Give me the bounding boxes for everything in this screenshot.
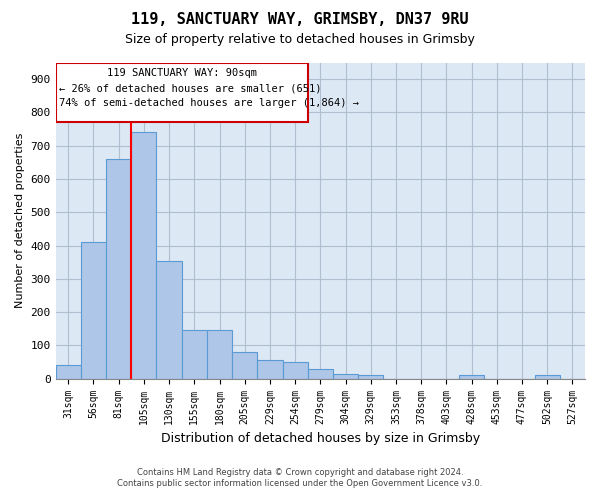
Bar <box>182 330 207 378</box>
Text: Size of property relative to detached houses in Grimsby: Size of property relative to detached ho… <box>125 32 475 46</box>
Text: 119, SANCTUARY WAY, GRIMSBY, DN37 9RU: 119, SANCTUARY WAY, GRIMSBY, DN37 9RU <box>131 12 469 28</box>
Bar <box>106 159 131 378</box>
Bar <box>131 132 157 378</box>
Bar <box>56 366 81 378</box>
Text: ← 26% of detached houses are smaller (651): ← 26% of detached houses are smaller (65… <box>59 84 322 94</box>
Y-axis label: Number of detached properties: Number of detached properties <box>15 133 25 308</box>
Bar <box>81 242 106 378</box>
Bar <box>358 376 383 378</box>
Bar <box>257 360 283 378</box>
Bar <box>232 352 257 378</box>
Text: 74% of semi-detached houses are larger (1,864) →: 74% of semi-detached houses are larger (… <box>59 98 359 108</box>
X-axis label: Distribution of detached houses by size in Grimsby: Distribution of detached houses by size … <box>161 432 480 445</box>
Bar <box>157 260 182 378</box>
FancyBboxPatch shape <box>56 62 308 122</box>
Text: Contains HM Land Registry data © Crown copyright and database right 2024.
Contai: Contains HM Land Registry data © Crown c… <box>118 468 482 487</box>
Bar <box>308 368 333 378</box>
Bar <box>333 374 358 378</box>
Bar <box>283 362 308 378</box>
Bar <box>535 376 560 378</box>
Bar <box>459 376 484 378</box>
Text: 119 SANCTUARY WAY: 90sqm: 119 SANCTUARY WAY: 90sqm <box>107 68 257 78</box>
Bar <box>207 330 232 378</box>
